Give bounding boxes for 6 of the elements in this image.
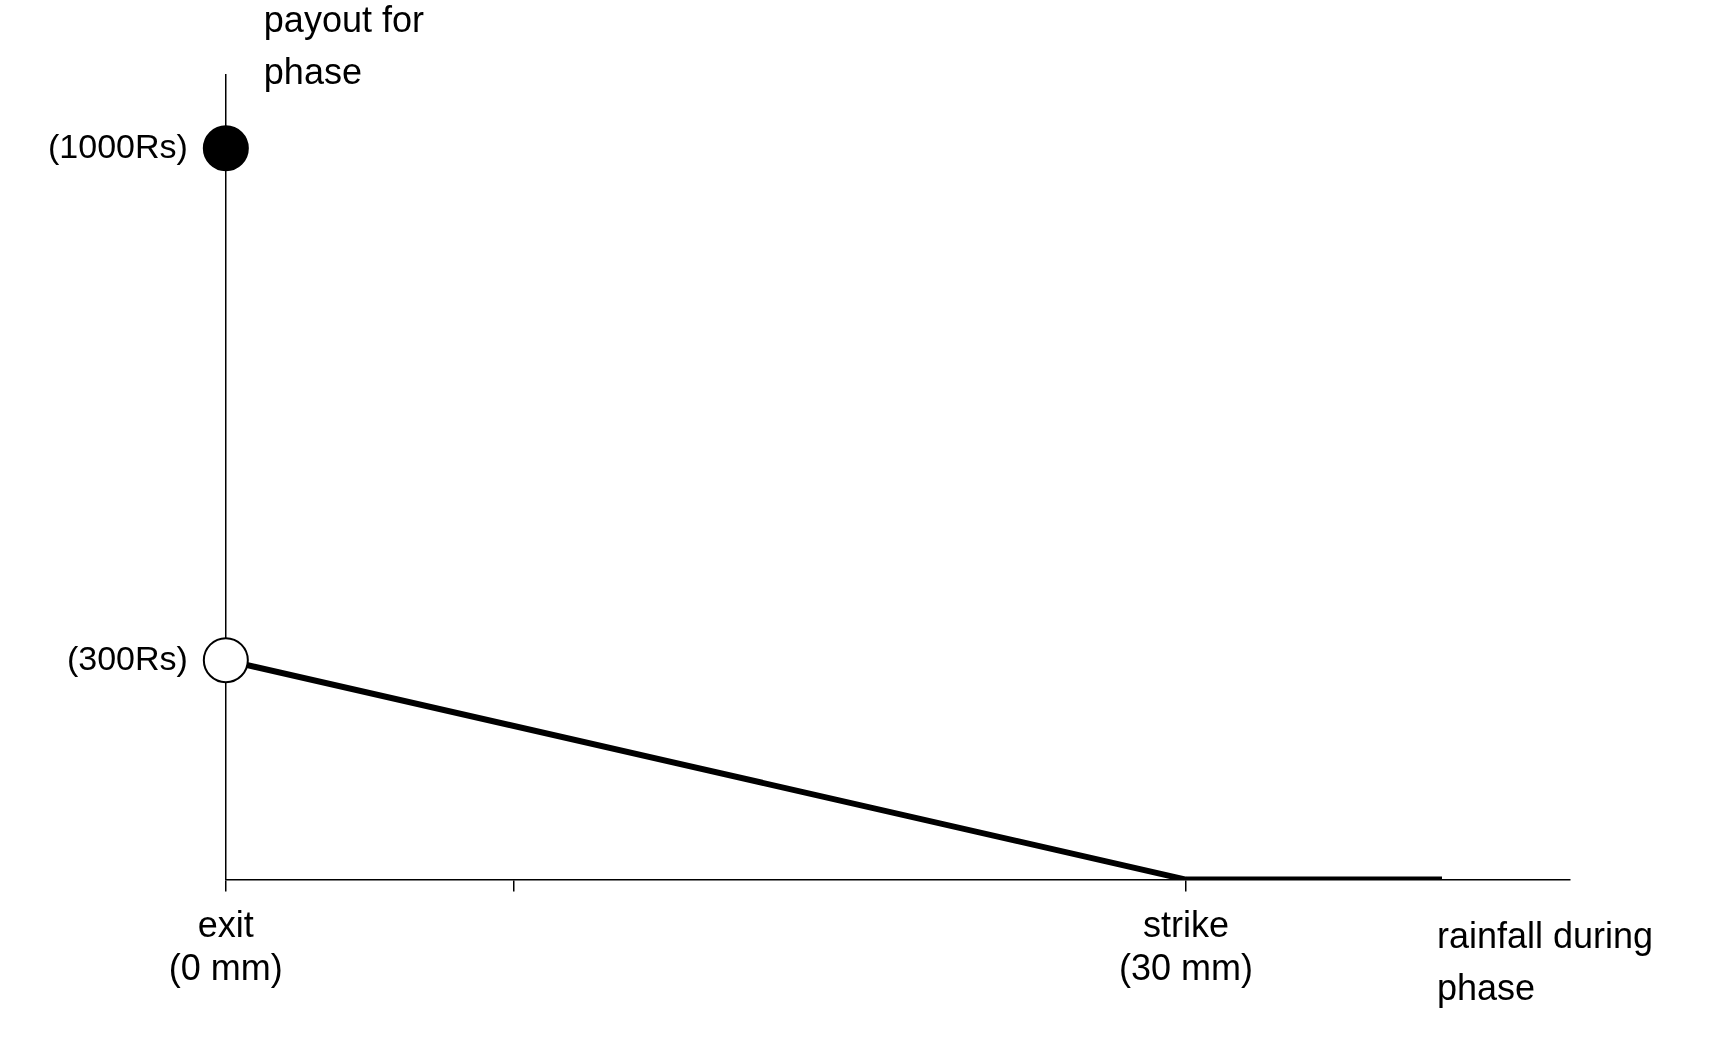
y-tick-label: (300Rs): [66, 638, 188, 677]
y-tick-label: (1000Rs): [47, 126, 188, 165]
x-tick-label: exit (0 mm): [168, 904, 283, 989]
y-axis-title: payout for phase: [263, 0, 424, 92]
x-tick-label: strike (30 mm): [1118, 904, 1253, 989]
x-axis-title: rainfall during phase: [1437, 914, 1654, 1008]
